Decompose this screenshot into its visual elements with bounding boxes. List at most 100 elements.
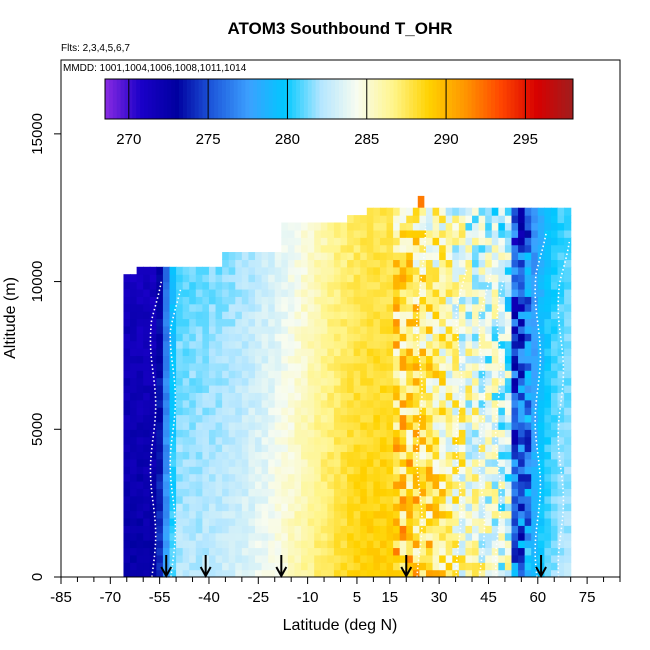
curtain-cell	[123, 318, 131, 327]
curtain-cell	[261, 355, 269, 364]
colorbar-swatch	[452, 79, 457, 119]
curtain-cell	[202, 370, 210, 379]
curtain-cell	[432, 503, 440, 512]
curtain-cell	[564, 532, 572, 541]
curtain-cell	[406, 510, 414, 519]
curtain-cell	[458, 303, 467, 312]
curtain-cell	[182, 554, 190, 563]
curtain-cell	[425, 348, 434, 357]
curtain-cell	[432, 281, 440, 290]
curtain-cell	[169, 517, 177, 526]
curtain-cell	[439, 384, 447, 393]
curtain-cell	[228, 355, 236, 364]
curtain-cell	[458, 554, 467, 563]
colorbar-swatch	[491, 79, 496, 119]
curtain-cell	[439, 288, 447, 297]
colorbar-swatch	[175, 79, 180, 119]
curtain-cell	[222, 325, 230, 334]
curtain-cell	[472, 377, 480, 386]
curtain-cell	[366, 274, 374, 283]
curtain-cell	[143, 495, 151, 504]
curtain-cell	[518, 207, 526, 216]
curtain-cell	[360, 318, 368, 327]
curtain-cell	[333, 229, 342, 238]
curtain-cell	[524, 547, 532, 556]
colorbar-swatch	[440, 79, 445, 119]
curtain-cell	[511, 466, 519, 475]
colorbar-swatch	[245, 79, 250, 119]
curtain-cell	[432, 311, 440, 320]
curtain-cell	[399, 510, 407, 519]
curtain-cell	[327, 311, 335, 320]
curtain-cell	[491, 480, 499, 489]
curtain-cell	[518, 473, 526, 482]
curtain-cell	[327, 495, 335, 504]
curtain-cell	[248, 318, 256, 327]
curtain-cell	[176, 377, 184, 386]
curtain-cell	[386, 466, 394, 475]
curtain-cell	[564, 495, 572, 504]
curtain-cell	[340, 429, 348, 438]
curtain-cell	[248, 414, 256, 423]
curtain-cell	[366, 362, 374, 371]
curtain-cell	[366, 229, 374, 238]
curtain-cell	[439, 399, 447, 408]
curtain-cell	[340, 370, 348, 379]
curtain-cell	[379, 384, 388, 393]
curtain-cell	[268, 318, 276, 327]
curtain-cell	[123, 325, 131, 334]
curtain-cell	[491, 451, 499, 460]
curtain-cell	[498, 274, 506, 283]
curtain-cell	[504, 274, 513, 283]
curtain-cell	[544, 517, 552, 526]
colorbar-swatch	[136, 79, 141, 119]
curtain-cell	[406, 444, 414, 453]
curtain-cell	[458, 517, 467, 526]
curtain-cell	[182, 333, 190, 342]
curtain-cell	[537, 237, 545, 246]
curtain-cell	[176, 503, 184, 512]
curtain-cell	[340, 237, 348, 246]
curtain-cell	[393, 525, 401, 534]
curtain-cell	[485, 222, 493, 231]
curtain-cell	[268, 296, 276, 305]
curtain-cell	[504, 554, 513, 563]
curtain-cell	[189, 296, 197, 305]
curtain-cell	[458, 444, 467, 453]
curtain-cell	[333, 370, 342, 379]
curtain-cell	[235, 510, 243, 519]
curtain-cell	[176, 458, 184, 467]
curtain-cell	[347, 458, 355, 467]
curtain-cell	[518, 348, 526, 357]
curtain-cell	[222, 473, 230, 482]
curtain-cell	[255, 296, 263, 305]
curtain-cell	[333, 399, 342, 408]
curtain-cell	[432, 429, 440, 438]
curtain-cell	[557, 266, 565, 275]
curtain-cell	[143, 318, 151, 327]
curtain-cell	[472, 525, 480, 534]
curtain-cell	[452, 303, 460, 312]
curtain-cell	[294, 288, 302, 297]
curtain-cell	[149, 274, 157, 283]
curtain-cell	[347, 488, 355, 497]
curtain-cell	[412, 281, 421, 290]
curtain-cell	[465, 355, 473, 364]
flight-profile	[534, 231, 548, 578]
curtain-cell	[123, 510, 131, 519]
curtain-cell	[314, 429, 322, 438]
curtain-cell	[366, 325, 374, 334]
curtain-cell	[143, 348, 151, 357]
curtain-cell	[314, 266, 322, 275]
curtain-cell	[182, 436, 190, 445]
colorbar-swatch	[448, 79, 453, 119]
curtain-cell	[287, 355, 296, 364]
curtain-cell	[504, 303, 513, 312]
curtain-cell	[465, 488, 473, 497]
colorbar-swatch	[116, 79, 122, 119]
curtain-cell	[189, 429, 197, 438]
curtain-cell	[248, 421, 256, 430]
curtain-cell	[366, 355, 374, 364]
colorbar-tick-label: 295	[513, 131, 538, 148]
curtain-cell	[208, 414, 217, 423]
